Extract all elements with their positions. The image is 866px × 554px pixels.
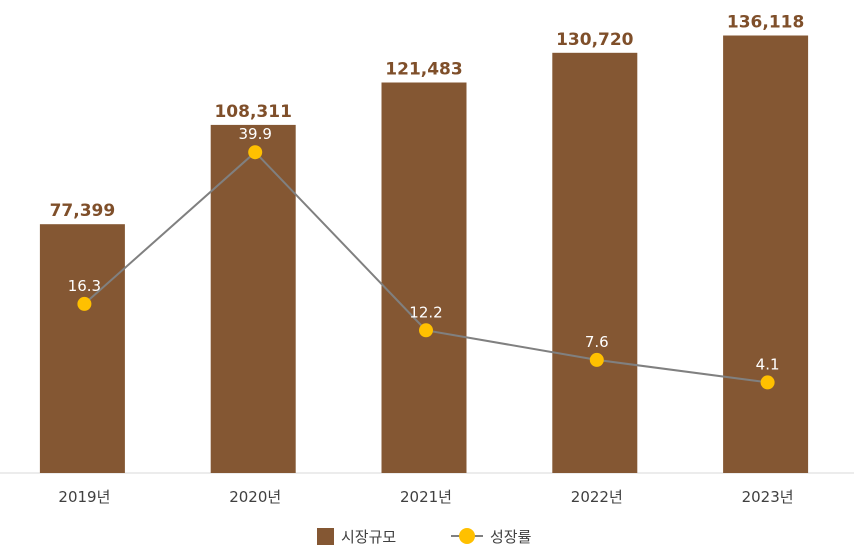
bar-value-labels: 77,399 108,311 121,483 130,720 136,118 [50, 13, 805, 222]
growth-rate-point [589, 352, 604, 367]
legend-marker-growth-rate [459, 528, 475, 544]
growth-rate-point [419, 323, 433, 338]
bar-series-market-size [39, 35, 809, 474]
x-axis-tick-labels: 2019년 2020년 2021년 2022년 2023년 [58, 488, 793, 506]
growth-rate-value-label: 7.6 [585, 333, 609, 351]
growth-rate-value-label: 16.3 [68, 277, 101, 295]
growth-rate-point [760, 375, 775, 390]
bar [210, 124, 296, 474]
bar-value-label: 121,483 [385, 60, 462, 80]
x-tick-label: 2023년 [742, 488, 794, 506]
bar-value-label: 130,720 [556, 30, 634, 50]
legend-label-growth-rate: 성장률 [490, 528, 532, 546]
growth-rate-value-label: 39.9 [238, 125, 271, 143]
growth-rate-point [248, 145, 263, 160]
line-series-growth-rate: 16.3 39.9 12.2 7.6 4.1 [68, 125, 780, 390]
growth-rate-value-label: 12.2 [409, 303, 442, 321]
bar-value-label: 108,311 [214, 102, 291, 122]
legend-swatch-market-size [317, 528, 334, 545]
bar-value-label: 136,118 [727, 13, 804, 33]
growth-rate-value-label: 4.1 [756, 355, 780, 373]
x-tick-label: 2020년 [229, 488, 281, 506]
bar [552, 52, 638, 474]
bar [39, 224, 125, 473]
legend: 시장규모 성장률 [317, 528, 532, 546]
bar-value-label: 77,399 [50, 201, 116, 221]
x-tick-label: 2019년 [58, 488, 110, 506]
legend-label-market-size: 시장규모 [341, 528, 396, 546]
bar [381, 82, 467, 473]
bar [723, 35, 809, 473]
x-tick-label: 2022년 [571, 488, 623, 506]
x-tick-label: 2021년 [400, 488, 452, 506]
growth-rate-point [77, 296, 92, 311]
